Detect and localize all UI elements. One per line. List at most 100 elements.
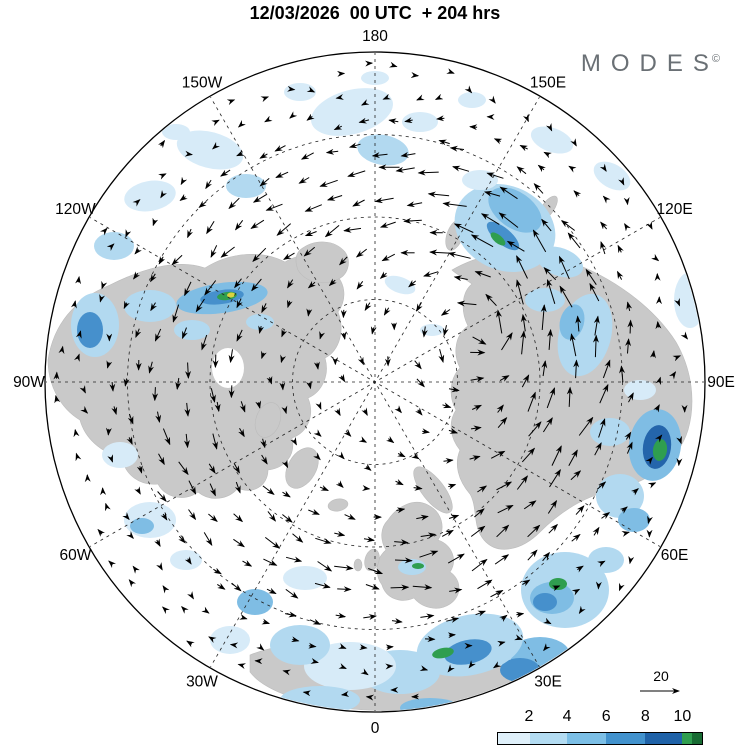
precip-blob <box>402 112 438 132</box>
wind-arrow <box>303 246 316 257</box>
wind-arrow <box>404 117 413 124</box>
wind-arrow <box>496 309 503 334</box>
wind-arrow <box>150 302 157 312</box>
wind-arrow <box>654 434 663 443</box>
latitude-circle <box>209 216 541 548</box>
precip-layer <box>71 71 704 711</box>
wind-arrow <box>646 221 653 230</box>
wind-arrow <box>599 383 609 404</box>
wind-arrow <box>386 435 395 444</box>
wind-arrow <box>519 145 529 152</box>
precip-blob <box>304 642 396 690</box>
wind-arrow <box>547 328 554 350</box>
wind-arrow <box>471 404 483 412</box>
precip-blob <box>559 304 585 340</box>
wind-arrow <box>516 255 528 279</box>
wind-arrow <box>228 349 235 364</box>
wind-arrow <box>543 643 551 652</box>
wind-arrow <box>474 271 491 278</box>
wind-arrow <box>282 490 291 498</box>
precip-blob <box>384 275 416 295</box>
precip-blob <box>588 547 624 573</box>
wind-arrow <box>527 549 538 561</box>
wind-arrow <box>79 385 86 394</box>
wind-arrow <box>182 327 188 340</box>
wind-arrow <box>621 531 630 537</box>
wind-arrow <box>154 328 162 342</box>
wind-arrow <box>514 634 523 641</box>
wind-arrow <box>363 463 372 471</box>
precip-blob <box>226 174 266 198</box>
wind-arrow <box>308 642 317 649</box>
colorbar-segment <box>681 733 692 744</box>
wind-arrow <box>158 453 165 466</box>
wind-arrow <box>210 388 216 403</box>
wind-arrow <box>302 690 312 697</box>
colorbar-ticks: 2 4 6 8 10 <box>497 708 703 728</box>
wind-arrow <box>627 392 634 403</box>
wind-arrow <box>520 313 527 332</box>
wind-arrow <box>319 331 325 340</box>
wind-arrow <box>111 406 118 416</box>
precip-blob <box>102 442 138 468</box>
wind-arrow <box>236 329 243 342</box>
wind-arrow <box>160 512 168 521</box>
wind-arrow <box>506 240 525 252</box>
lon-label-90W: 90W <box>13 374 45 391</box>
wind-arrow <box>313 429 322 437</box>
wind-arrow <box>624 223 631 232</box>
wind-arrow <box>355 248 368 258</box>
lon-label-150W: 150W <box>182 74 223 91</box>
precip-blob <box>420 324 444 336</box>
wind-arrow <box>537 164 546 173</box>
colorbar-segment <box>498 733 530 744</box>
wind-arrow <box>306 308 313 317</box>
colorbar-segment <box>567 733 607 744</box>
wind-arrow <box>228 197 240 210</box>
wind-arrow <box>234 219 244 231</box>
wind-arrow <box>429 249 450 256</box>
meridian-line <box>209 96 541 668</box>
wind-arrow <box>108 560 117 569</box>
wind-arrow <box>560 220 576 231</box>
wind-arrow <box>493 138 503 145</box>
wind-arrow <box>313 452 321 461</box>
wind-arrow <box>416 94 425 101</box>
wind-arrow <box>602 359 611 379</box>
wind-arrow <box>441 529 454 537</box>
wind-arrow <box>628 555 635 565</box>
wind-arrow <box>208 636 217 644</box>
wind-arrow <box>516 166 527 175</box>
wind-arrow <box>653 404 660 413</box>
wind-arrow <box>210 245 218 258</box>
wind-arrow <box>447 553 465 564</box>
wind-arrow <box>499 614 508 622</box>
wind-arrow <box>545 122 553 132</box>
wind-arrow <box>233 463 240 474</box>
wind-arrow <box>261 303 268 314</box>
wind-arrow <box>233 513 244 523</box>
wind-arrow <box>365 583 380 590</box>
wind-arrow <box>157 139 166 149</box>
wind-arrow <box>126 531 134 540</box>
wind-arrow <box>279 382 286 391</box>
wind-arrow <box>417 169 439 176</box>
wind-arrow <box>289 111 298 119</box>
wind-arrow <box>527 391 536 412</box>
wind-arrow <box>285 588 299 599</box>
wind-arrow <box>602 195 611 204</box>
wind-arrow <box>448 427 459 434</box>
wind-arrow <box>328 278 337 287</box>
wind-arrow <box>220 169 231 177</box>
lon-label-180: 180 <box>362 28 388 45</box>
land-layer <box>47 195 693 711</box>
map-boundary <box>44 51 706 713</box>
wind-arrow <box>259 152 268 159</box>
wind-arrow <box>319 485 330 491</box>
wind-arrow <box>347 170 366 178</box>
wind-arrow <box>477 579 493 590</box>
wind-arrow <box>348 142 361 149</box>
wind-arrow <box>242 560 253 567</box>
wind-arrow <box>136 465 143 474</box>
